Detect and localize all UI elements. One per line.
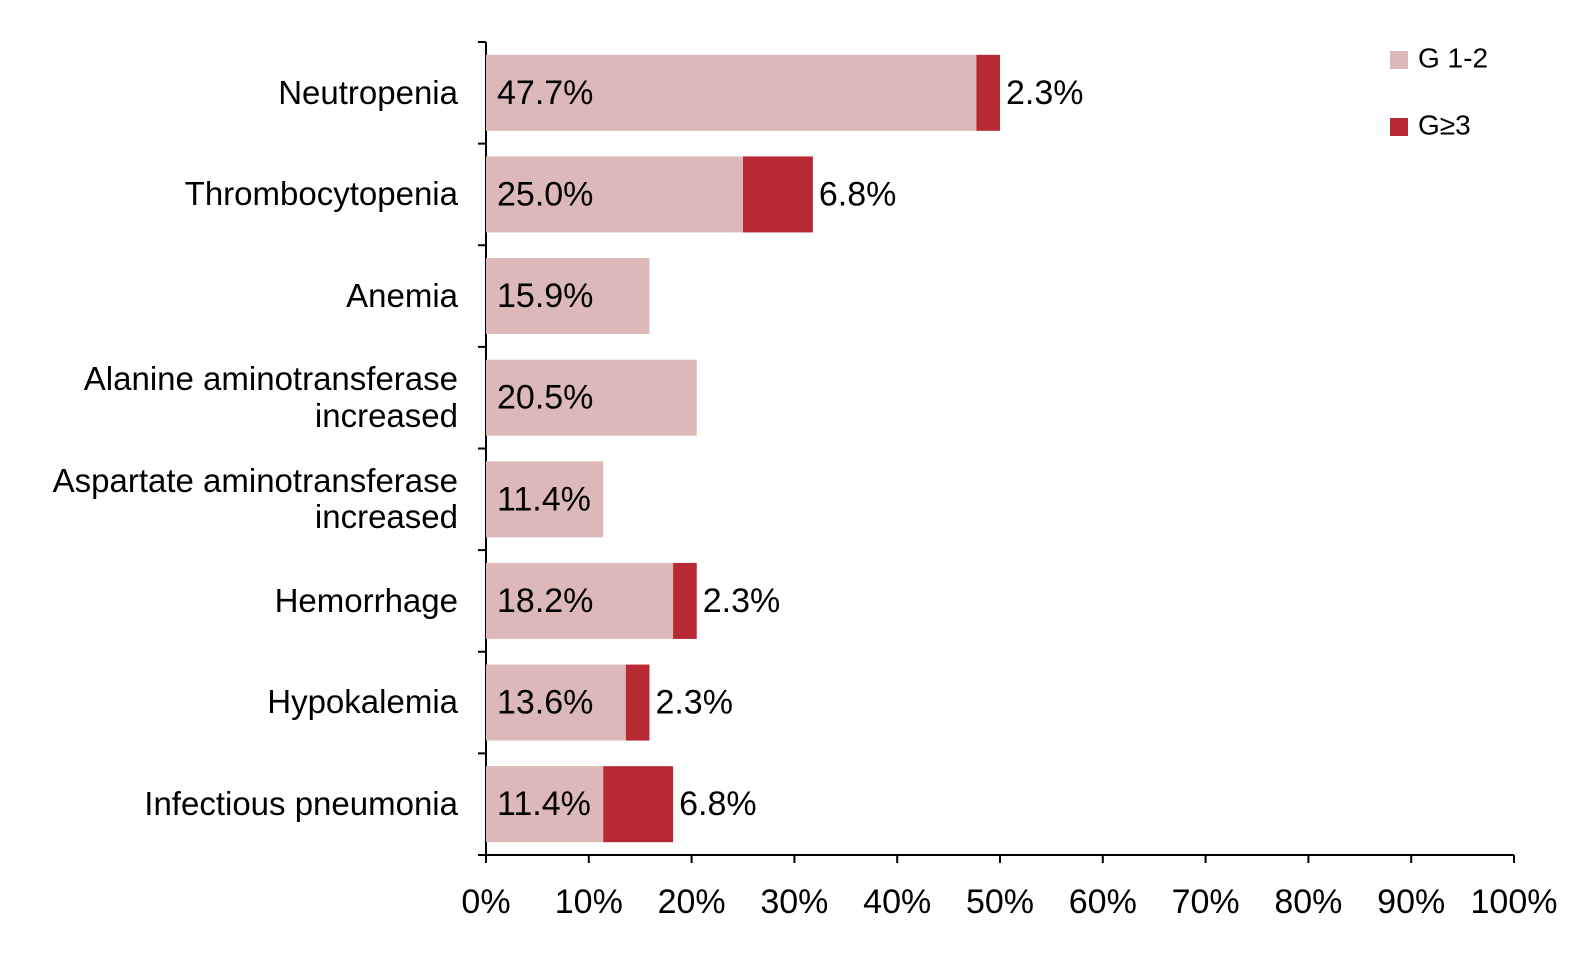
bar-segment (486, 156, 743, 233)
category-label-text: Hemorrhage (274, 581, 458, 619)
data-label: 18.2% (497, 582, 593, 620)
bar-segment (625, 664, 650, 741)
category-label-text: Anemia (346, 276, 458, 314)
category-label-text: Infectious pneumonia (144, 785, 458, 823)
bar-segment (486, 664, 626, 741)
data-label: 20.5% (497, 379, 593, 417)
x-tick-label: 50% (966, 883, 1034, 921)
category-label: Alanine aminotransferase increased (83, 360, 458, 434)
category-label-text: Alanine aminotransferase increased (83, 360, 458, 434)
x-tick-label: 100% (1471, 883, 1558, 921)
bar-segment (486, 258, 650, 335)
category-label-text: Thrombocytopenia (184, 175, 458, 213)
category-label: Hypokalemia (267, 683, 458, 721)
data-label: 2.3% (655, 684, 733, 722)
category-label-text: Neutropenia (278, 73, 458, 111)
data-label: 15.9% (497, 277, 593, 315)
bar-segment (486, 766, 604, 843)
x-tick-label: 30% (760, 883, 828, 921)
bar-segment (486, 461, 604, 538)
x-tick-label: 10% (555, 883, 623, 921)
x-tick-label: 0% (461, 883, 510, 921)
category-label: Thrombocytopenia (184, 175, 458, 213)
data-label: 2.3% (1006, 74, 1084, 112)
bar-segment (743, 156, 813, 233)
legend-label: G≥3 (1418, 109, 1471, 140)
x-tick-label: 70% (1172, 883, 1240, 921)
bar-segment (486, 562, 674, 639)
bar-segment (976, 54, 1000, 131)
category-label: Aspartate aminotransferase increased (52, 462, 458, 536)
data-label: 11.4% (497, 480, 591, 518)
x-tick-label: 60% (1069, 883, 1137, 921)
data-label: 6.8% (819, 175, 897, 213)
x-tick-label: 20% (658, 883, 726, 921)
bar-segment (603, 766, 674, 843)
bar-segment (486, 359, 697, 436)
category-label: Anemia (346, 276, 458, 314)
category-label-text: Aspartate aminotransferase increased (52, 462, 458, 536)
category-label: Infectious pneumonia (144, 785, 458, 823)
bar-segment (486, 54, 977, 131)
legend-swatch (1390, 51, 1408, 69)
category-label: Hemorrhage (274, 581, 458, 619)
data-label: 25.0% (497, 175, 593, 213)
legend-swatch (1390, 118, 1408, 136)
category-label: Neutropenia (278, 73, 458, 111)
data-label: 13.6% (497, 684, 593, 722)
data-label: 2.3% (703, 582, 781, 620)
x-tick-label: 80% (1274, 883, 1342, 921)
data-label: 47.7% (497, 74, 593, 112)
category-label-text: Hypokalemia (267, 683, 458, 721)
bar-segment (673, 562, 697, 639)
data-label: 11.4% (497, 785, 591, 823)
x-tick-label: 90% (1377, 883, 1445, 921)
data-label: 6.8% (679, 785, 757, 823)
x-tick-label: 40% (863, 883, 931, 921)
legend-label: G 1-2 (1418, 42, 1488, 73)
